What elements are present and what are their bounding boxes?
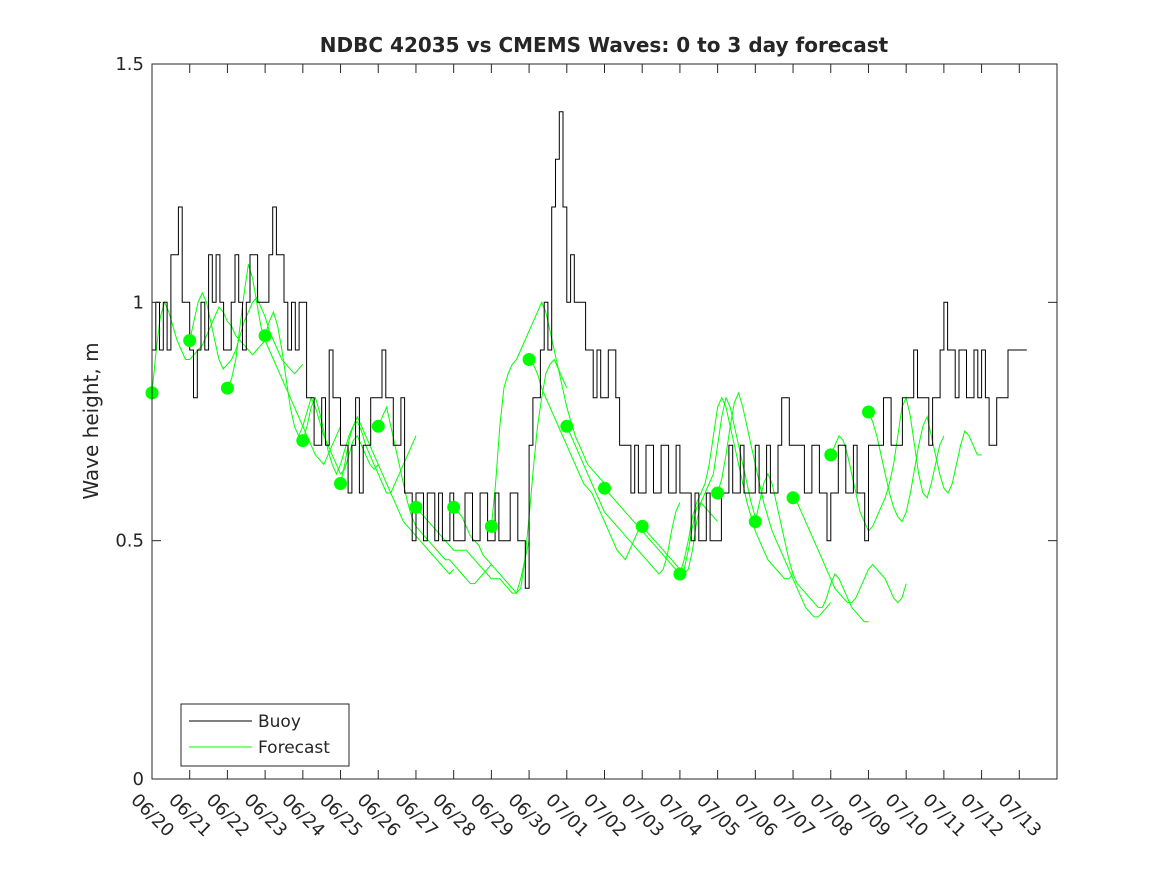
legend-forecast-label: Forecast (258, 738, 330, 758)
forecast-run-line (566, 426, 681, 575)
plot-background (152, 64, 1057, 779)
forecast-start-marker (635, 519, 649, 533)
forecast-run-line (830, 396, 945, 533)
y-tick-label: 1 (133, 292, 144, 313)
forecast-start-marker (409, 500, 423, 514)
forecast-run-line (792, 497, 907, 604)
forecast-start-markers (145, 329, 875, 581)
plot-area (152, 64, 1057, 779)
forecast-start-marker (598, 481, 611, 495)
forecast-start-marker (522, 353, 536, 366)
y-tick-label: 1.5 (115, 54, 144, 75)
forecast-start-marker (484, 519, 498, 533)
forecast-start-marker (560, 419, 574, 433)
forecast-start-marker (258, 329, 272, 343)
buoy-line (152, 111, 1027, 589)
forecast-start-marker (447, 500, 461, 514)
forecast-start-marker (824, 448, 838, 462)
x-tick-label: 07/13 (994, 790, 1046, 842)
y-tick-label: 0 (133, 769, 144, 790)
chart-title: NDBC 42035 vs CMEMS Waves: 0 to 3 day fo… (320, 33, 889, 57)
forecast-start-marker (183, 334, 197, 347)
forecast-start-marker (334, 477, 347, 490)
forecast-start-marker (296, 434, 310, 448)
forecast-start-marker (862, 405, 875, 419)
forecast-run-line (868, 411, 982, 523)
legend-buoy-label: Buoy (258, 712, 301, 732)
forecast-run-line (528, 359, 643, 561)
forecast-run-line (377, 405, 492, 585)
buoy-series (152, 111, 1027, 589)
forecast-start-marker (786, 491, 800, 505)
forecast-start-marker (748, 515, 762, 529)
forecast-run-line (226, 264, 341, 466)
forecast-start-marker (371, 419, 385, 433)
forecast-start-marker (673, 567, 687, 581)
forecast-start-marker (711, 486, 725, 500)
forecast-run-line (717, 391, 832, 618)
y-tick-label: 0.5 (115, 531, 144, 552)
forecast-start-marker (220, 381, 234, 395)
y-axis-label: Wave height, m (79, 342, 103, 499)
legend: Buoy Forecast (180, 703, 350, 767)
